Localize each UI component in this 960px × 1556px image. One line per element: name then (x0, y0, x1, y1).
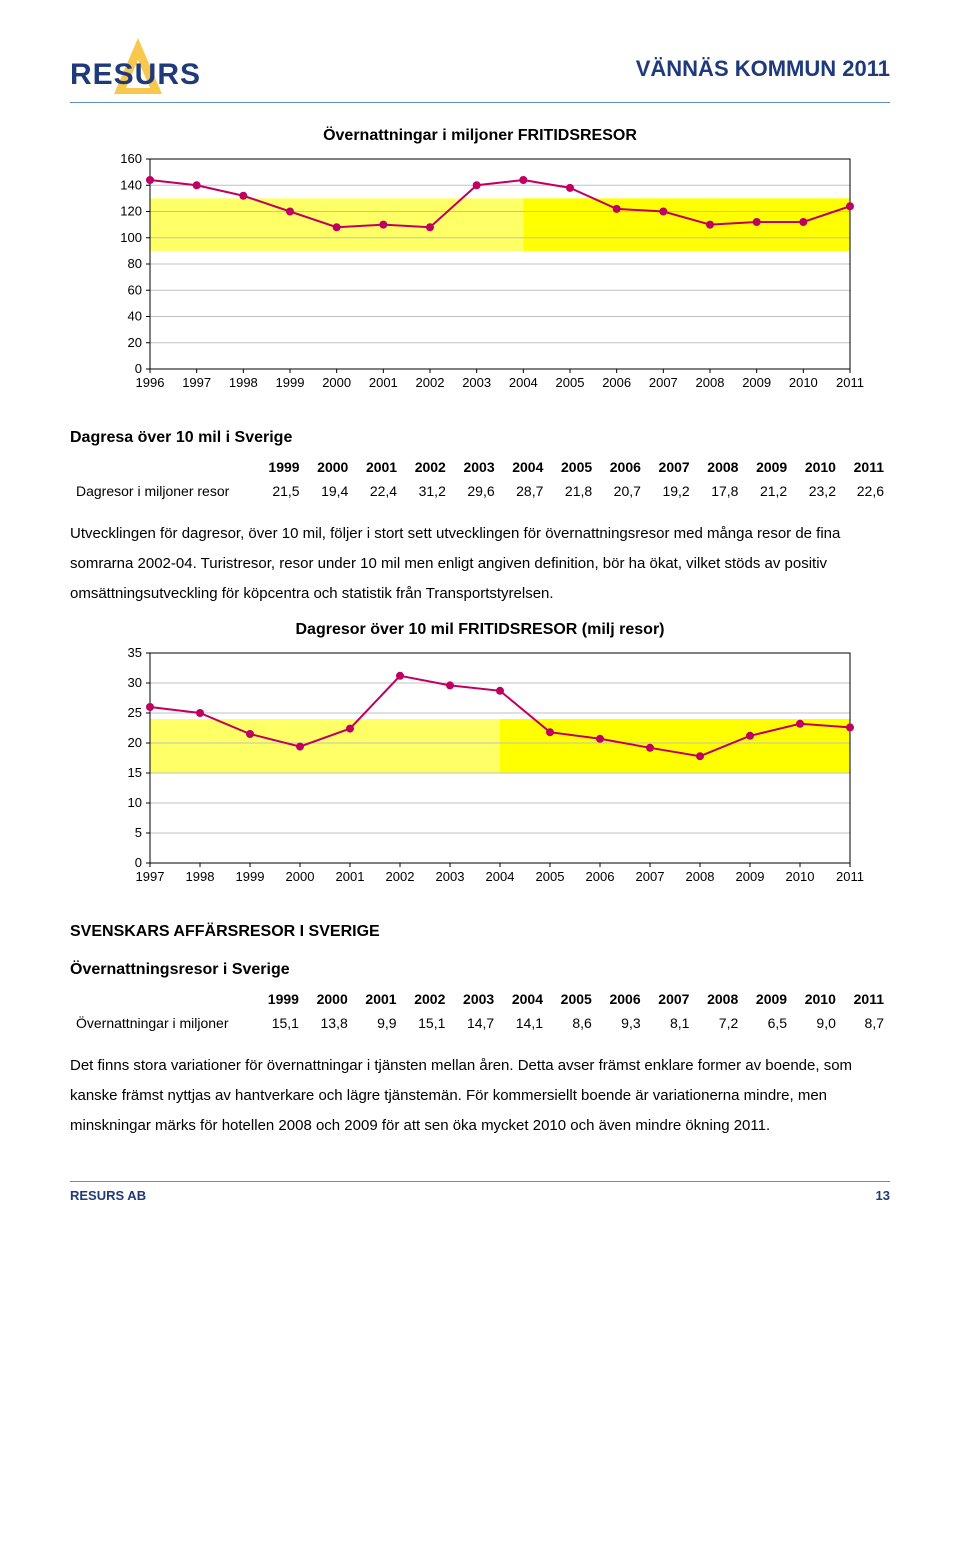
page-header-title: VÄNNÄS KOMMUN 2011 (636, 56, 890, 82)
chart1-plot: 0 20 40 60 80 100 120 140 160 1996 1997 1998 1999 200… (70, 149, 890, 409)
svg-text:1997: 1997 (182, 375, 211, 390)
logo-text: RESURS (70, 58, 201, 92)
header: RESURS VÄNNÄS KOMMUN 2011 (70, 40, 890, 103)
section1-title: Dagresa över 10 mil i Sverige (70, 429, 890, 447)
svg-text:20: 20 (128, 335, 142, 350)
logo: RESURS (70, 40, 250, 100)
svg-text:60: 60 (128, 282, 142, 297)
svg-text:2007: 2007 (636, 869, 665, 884)
paragraph-2: Det finns stora variationer för övernatt… (70, 1051, 890, 1141)
svg-text:2000: 2000 (286, 869, 315, 884)
svg-text:2003: 2003 (436, 869, 465, 884)
svg-text:30: 30 (128, 675, 142, 690)
chart1-title: Övernattningar i miljoner FRITIDSRESOR (70, 127, 890, 145)
footer-right: 13 (876, 1188, 890, 1203)
svg-text:140: 140 (120, 177, 142, 192)
svg-text:2005: 2005 (536, 869, 565, 884)
table-affarsresor: 1999200020012002200320042005200620072008… (70, 987, 890, 1035)
svg-text:1999: 1999 (236, 869, 265, 884)
svg-text:2011: 2011 (836, 869, 864, 884)
svg-text:25: 25 (128, 705, 142, 720)
svg-text:2007: 2007 (649, 375, 678, 390)
svg-text:2010: 2010 (786, 869, 815, 884)
svg-text:20: 20 (128, 735, 142, 750)
svg-text:2001: 2001 (336, 869, 365, 884)
footer: RESURS AB 13 (70, 1181, 890, 1203)
svg-text:2004: 2004 (486, 869, 515, 884)
section2-heading: SVENSKARS AFFÄRSRESOR I SVERIGE (70, 923, 890, 941)
svg-text:160: 160 (120, 151, 142, 166)
section2-subheading: Övernattningsresor i Sverige (70, 961, 890, 979)
svg-text:2006: 2006 (602, 375, 631, 390)
svg-text:120: 120 (120, 204, 142, 219)
footer-left: RESURS AB (70, 1188, 146, 1203)
svg-text:2005: 2005 (556, 375, 585, 390)
svg-text:2010: 2010 (789, 375, 818, 390)
svg-text:2008: 2008 (696, 375, 725, 390)
svg-text:5: 5 (135, 825, 142, 840)
chart-dagresor: Dagresor över 10 mil FRITIDSRESOR (milj … (70, 621, 890, 903)
svg-text:80: 80 (128, 256, 142, 271)
svg-text:2003: 2003 (462, 375, 491, 390)
svg-text:0: 0 (135, 361, 142, 376)
chart-overnattningar: Övernattningar i miljoner FRITIDSRESOR 0… (70, 127, 890, 409)
svg-text:1999: 1999 (276, 375, 305, 390)
svg-text:1997: 1997 (136, 869, 165, 884)
svg-text:2004: 2004 (509, 375, 538, 390)
svg-text:1998: 1998 (229, 375, 258, 390)
svg-text:10: 10 (128, 795, 142, 810)
svg-text:1998: 1998 (186, 869, 215, 884)
svg-text:1996: 1996 (136, 375, 165, 390)
chart2-plot: 0 5 10 15 20 25 30 35 1997 1998 1999 2000 2001 2002 20… (70, 643, 890, 903)
chart2-title: Dagresor över 10 mil FRITIDSRESOR (milj … (70, 621, 890, 639)
svg-text:100: 100 (120, 230, 142, 245)
svg-text:0: 0 (135, 855, 142, 870)
table-dagresor: 1999200020012002200320042005200620072008… (70, 455, 890, 503)
svg-text:2008: 2008 (686, 869, 715, 884)
svg-text:40: 40 (128, 309, 142, 324)
svg-text:35: 35 (128, 645, 142, 660)
paragraph-1: Utvecklingen för dagresor, över 10 mil, … (70, 519, 890, 609)
svg-text:2009: 2009 (736, 869, 765, 884)
svg-text:2002: 2002 (416, 375, 445, 390)
svg-text:2009: 2009 (742, 375, 771, 390)
svg-text:2002: 2002 (386, 869, 415, 884)
svg-text:2000: 2000 (322, 375, 351, 390)
svg-text:2001: 2001 (369, 375, 398, 390)
svg-text:2011: 2011 (836, 375, 864, 390)
svg-text:15: 15 (128, 765, 142, 780)
svg-text:2006: 2006 (586, 869, 615, 884)
